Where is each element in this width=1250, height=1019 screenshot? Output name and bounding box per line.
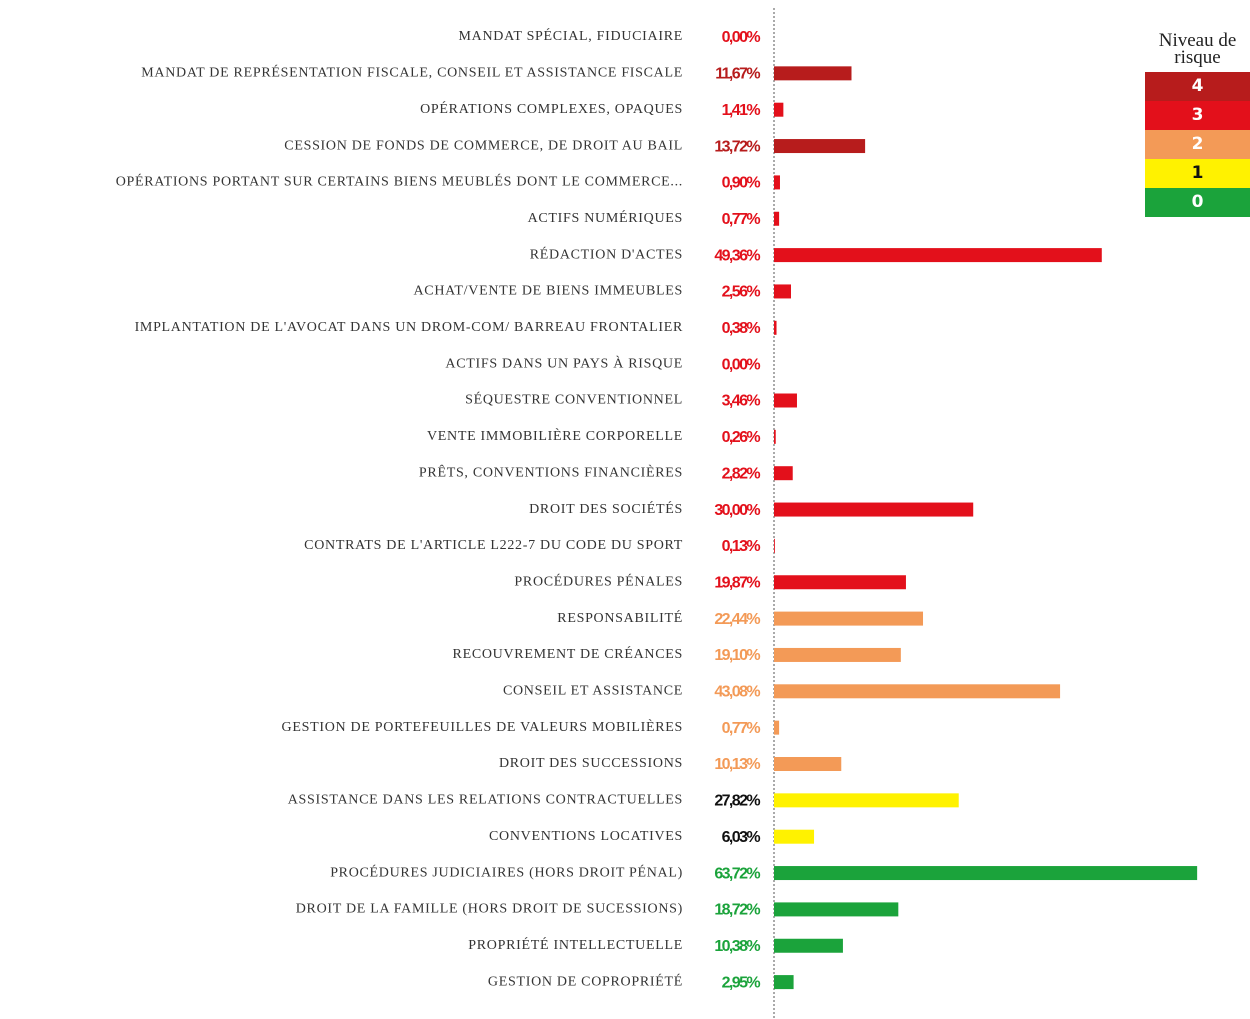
bar xyxy=(774,793,959,808)
bar xyxy=(774,757,842,771)
category-label: PROPRIÉTÉ INTELLECTUELLE xyxy=(468,936,683,953)
value-label: 0,26% xyxy=(722,429,761,446)
category-label: RÉDACTION D'ACTES xyxy=(530,245,683,262)
legend-title: Niveau de risque xyxy=(1158,30,1237,68)
value-label: 11,67% xyxy=(715,66,760,83)
category-label: PROCÉDURES PÉNALES xyxy=(514,572,683,589)
bar xyxy=(774,684,1061,699)
value-label: 19,10% xyxy=(714,647,760,664)
bar xyxy=(774,320,777,335)
category-label: ACTIFS DANS UN PAYS À RISQUE xyxy=(445,354,683,371)
legend-item: 3 xyxy=(1145,101,1250,130)
bar xyxy=(774,575,906,590)
bar xyxy=(774,248,1102,263)
value-label: 0,77% xyxy=(722,720,761,737)
bar xyxy=(774,866,1198,881)
bar xyxy=(774,284,791,299)
category-label: GESTION DE COPROPRIÉTÉ xyxy=(488,972,683,989)
category-label: CONTRATS DE L'ARTICLE L222-7 DU CODE DU … xyxy=(304,538,683,553)
category-label: DROIT DE LA FAMILLE (HORS DROIT DE SUCES… xyxy=(296,902,683,917)
category-label: IMPLANTATION DE L'AVOCAT DANS UN DROM-CO… xyxy=(135,320,683,335)
bar xyxy=(774,829,815,844)
value-label: 6,03% xyxy=(722,829,761,846)
category-label: ASSISTANCE DANS LES RELATIONS CONTRACTUE… xyxy=(288,793,683,808)
bar xyxy=(774,466,793,481)
category-label: MANDAT SPÉCIAL, FIDUCIAIRE xyxy=(459,27,683,44)
category-label: RESPONSABILITÉ xyxy=(557,609,683,626)
category-label: MANDAT DE REPRÉSENTATION FISCALE, CONSEI… xyxy=(141,64,683,81)
bar xyxy=(774,647,901,662)
value-label: 2,95% xyxy=(722,974,761,991)
category-label: CESSION DE FONDS DE COMMERCE, DE DROIT A… xyxy=(284,138,683,153)
legend-item: 1 xyxy=(1145,159,1250,188)
bar xyxy=(774,211,780,226)
value-label: 19,87% xyxy=(714,574,760,591)
value-label: 27,82% xyxy=(714,793,760,810)
value-label: 1,41% xyxy=(722,102,761,119)
bar xyxy=(774,139,866,154)
value-label: 18,72% xyxy=(714,902,760,919)
bar xyxy=(774,538,775,553)
bar xyxy=(774,938,843,953)
bar xyxy=(774,502,974,517)
value-label: 2,82% xyxy=(722,465,761,482)
value-label: 0,00% xyxy=(722,29,761,46)
category-label: CONVENTIONS LOCATIVES xyxy=(489,829,683,844)
value-label: 22,44% xyxy=(714,611,760,628)
category-label: CONSEIL ET ASSISTANCE xyxy=(503,684,683,699)
bar xyxy=(774,975,794,990)
category-label: DROIT DES SOCIÉTÉS xyxy=(529,500,683,517)
value-label: 13,72% xyxy=(714,138,760,155)
category-label: RECOUVREMENT DE CRÉANCES xyxy=(453,645,683,662)
category-label: PROCÉDURES JUDICIAIRES (HORS DROIT PÉNAL… xyxy=(330,863,683,880)
category-label: VENTE IMMOBILIÈRE CORPORELLE xyxy=(427,427,683,444)
legend-item: 2 xyxy=(1145,130,1250,159)
value-label: 30,00% xyxy=(714,502,760,519)
bar xyxy=(774,611,924,626)
legend-item: 4 xyxy=(1145,72,1250,101)
bar xyxy=(774,393,797,408)
bar xyxy=(774,175,780,190)
value-label: 2,56% xyxy=(722,284,761,301)
value-label: 10,13% xyxy=(714,756,760,773)
value-label: 63,72% xyxy=(714,865,760,882)
value-label: 0,13% xyxy=(722,538,761,555)
value-label: 0,00% xyxy=(722,356,761,373)
value-label: 10,38% xyxy=(714,938,760,955)
category-label: SÉQUESTRE CONVENTIONNEL xyxy=(465,391,683,408)
value-label: 0,77% xyxy=(722,211,761,228)
category-label: ACHAT/VENTE DE BIENS IMMEUBLES xyxy=(414,284,684,299)
value-label: 3,46% xyxy=(722,393,761,410)
bar xyxy=(774,429,776,444)
value-label: 0,38% xyxy=(722,320,761,337)
value-label: 43,08% xyxy=(714,684,760,701)
category-label: OPÉRATIONS PORTANT SUR CERTAINS BIENS ME… xyxy=(116,173,683,190)
legend-item: 0 xyxy=(1145,188,1250,217)
value-label: 0,90% xyxy=(722,175,761,192)
bar xyxy=(774,66,852,81)
value-label: 49,36% xyxy=(714,247,760,264)
category-label: DROIT DES SUCCESSIONS xyxy=(499,756,683,771)
bar xyxy=(774,102,784,117)
category-label: OPÉRATIONS COMPLEXES, OPAQUES xyxy=(420,100,683,117)
category-label: PRÊTS, CONVENTIONS FINANCIÈRES xyxy=(419,463,683,480)
category-label: GESTION DE PORTEFEUILLES DE VALEURS MOBI… xyxy=(282,718,683,735)
category-label: ACTIFS NUMÉRIQUES xyxy=(528,209,683,226)
bar xyxy=(774,720,780,735)
bar xyxy=(774,902,899,917)
